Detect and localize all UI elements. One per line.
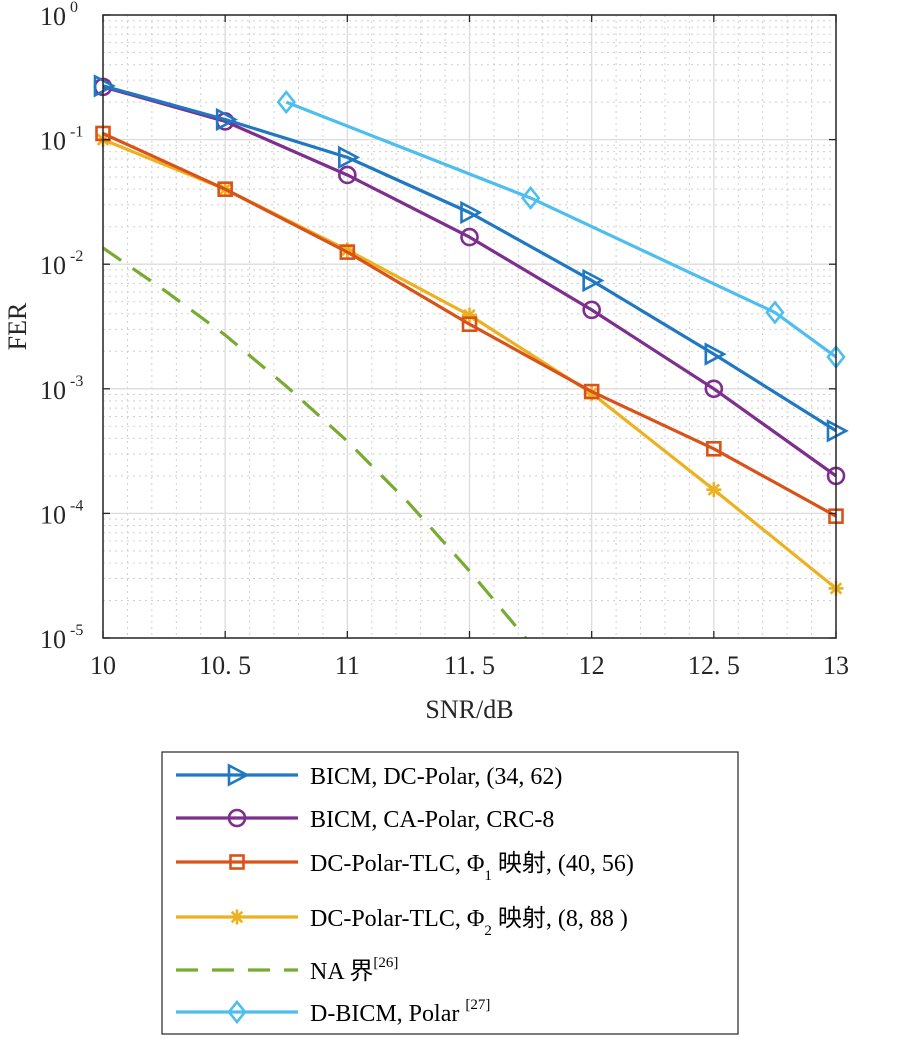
data-point <box>583 383 600 400</box>
data-point <box>582 300 601 320</box>
series-line <box>103 85 836 478</box>
y-tick-label: 10 -3 <box>40 373 83 405</box>
y-tick-label: 10 0 <box>40 0 78 31</box>
series-5 <box>103 246 527 638</box>
legend-marker <box>227 999 247 1025</box>
x-tick-label: 12. 5 <box>688 651 740 680</box>
legend-entry: D-BICM, Polar [27] <box>176 997 490 1027</box>
x-tick-label: 11. 5 <box>444 651 495 680</box>
legend-entry: DC-Polar-TLC, Φ2 映射, (8, 88 ) <box>176 905 628 939</box>
data-point <box>704 342 727 366</box>
data-point <box>826 419 849 443</box>
legend-label: DC-Polar-TLC, Φ2 映射, (8, 88 ) <box>310 905 628 939</box>
data-point <box>520 185 541 211</box>
data-point <box>461 316 478 332</box>
x-axis-label: SNR/dB <box>425 695 513 724</box>
legend-label: BICM, CA-Polar, CRC-8 <box>310 807 554 833</box>
legend: BICM, DC-Polar, (34, 62) BICM, CA-Polar, … <box>161 751 739 1035</box>
legend-entry: NA 界[26] <box>176 955 398 985</box>
data-point <box>460 227 479 247</box>
legend-label: BICM, DC-Polar, (34, 62) <box>310 764 562 790</box>
data-point <box>339 244 356 260</box>
series-1 <box>93 74 849 443</box>
x-tick-label: 10. 5 <box>199 651 251 680</box>
legend-marker <box>227 808 247 828</box>
data-point <box>338 165 357 185</box>
data-point <box>338 145 361 170</box>
y-tick-label: 10 -1 <box>40 124 83 156</box>
legend-entry: BICM, CA-Polar, CRC-8 <box>176 807 554 833</box>
data-point <box>217 181 233 197</box>
data-point <box>215 107 238 132</box>
series-line <box>103 246 527 638</box>
legend-entry: DC-Polar-TLC, Φ1 映射, (40, 56) <box>176 850 634 884</box>
series-6 <box>276 90 846 370</box>
legend-box <box>161 751 739 1035</box>
data-point <box>460 200 483 225</box>
x-tick-label: 13 <box>823 651 849 680</box>
y-tick-label: 10 -4 <box>40 497 83 529</box>
series-layer <box>93 74 849 638</box>
y-axis-label: FER <box>3 302 32 350</box>
legend-label: NA 界[26] <box>310 955 398 985</box>
data-point <box>276 90 296 115</box>
x-tick-label: 10 <box>90 651 116 680</box>
x-tick-label: 11 <box>335 651 360 680</box>
y-tick-label: 10 -2 <box>40 248 83 280</box>
legend-marker <box>229 854 245 870</box>
series-line <box>103 84 836 433</box>
data-point <box>706 440 722 457</box>
legend-entry: BICM, DC-Polar, (34, 62) <box>176 763 562 790</box>
data-point <box>93 74 116 98</box>
data-point <box>704 379 724 399</box>
data-point <box>706 482 722 498</box>
series-line <box>103 132 836 518</box>
data-point <box>765 300 785 325</box>
series-line <box>285 100 836 359</box>
legend-label: D-BICM, Polar [27] <box>310 997 490 1027</box>
legend-marker <box>229 909 245 925</box>
data-point <box>582 268 605 293</box>
legend-marker <box>227 763 250 787</box>
x-tick-label: 12 <box>579 651 605 680</box>
y-tick-label: 10 -5 <box>40 622 83 654</box>
grid <box>102 14 837 639</box>
legend-label: DC-Polar-TLC, Φ1 映射, (40, 56) <box>310 850 634 884</box>
